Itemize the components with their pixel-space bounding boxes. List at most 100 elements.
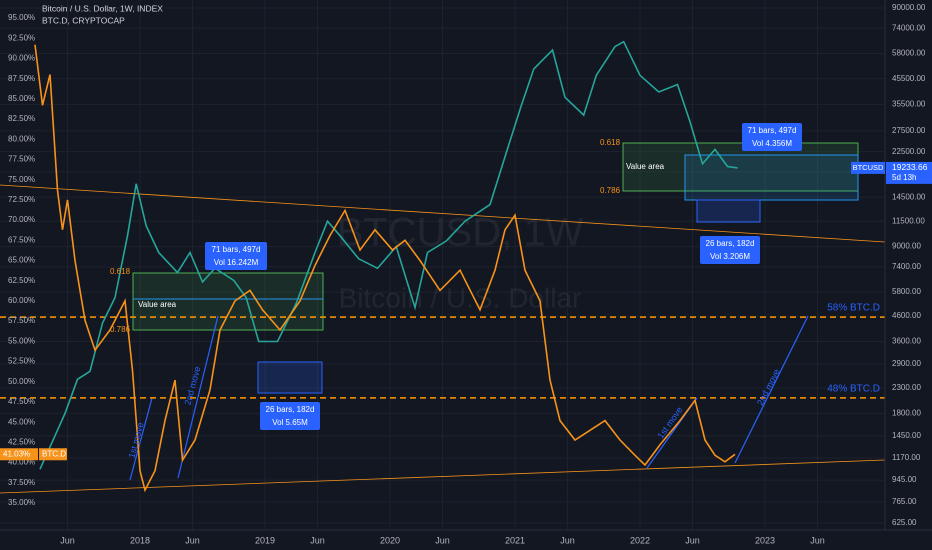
x-tick-label: 2021: [505, 535, 525, 545]
x-tick-label: Jun: [435, 535, 450, 545]
x-tick-label: 2020: [380, 535, 400, 545]
y-tick-label: 37.50%: [8, 478, 35, 487]
info-box: [260, 402, 320, 430]
y-tick-label: 80.00%: [8, 134, 35, 143]
y-tick-label: 52.50%: [8, 357, 35, 366]
grid: [0, 0, 885, 530]
level-label: 58% BTC.D: [827, 303, 880, 314]
series-line: [34, 44, 736, 493]
x-tick-label: Jun: [560, 535, 575, 545]
axes: Jun 2018 Jun 2019 Jun 2020 Jun 2021 Jun 2022 Jun 20…: [0, 3, 932, 545]
x-tick-label: Jun: [60, 535, 75, 545]
y-tick-label: 47.50%: [8, 397, 35, 406]
fib-label: 0.786: [110, 325, 131, 334]
value-tag-label: 41.03%: [3, 449, 30, 458]
annotation: 71 bars, 497d: [212, 245, 261, 254]
y-tick-label: 72.50%: [8, 195, 35, 204]
y-tick-label: 55.00%: [8, 336, 35, 345]
y2-tick-label: 945.00: [892, 475, 917, 484]
annotation: Value area: [138, 300, 177, 309]
symbol-tag-label: BTCUSD: [853, 163, 884, 172]
y-tick-label: 67.50%: [8, 235, 35, 244]
y2-tick-label: 7400.00: [892, 262, 921, 271]
annotation: Vol 16.242M: [214, 258, 259, 267]
price-tag-value: 19233.66: [892, 162, 928, 172]
y-tick-label: 82.50%: [8, 114, 35, 123]
value-area: [132, 272, 324, 331]
y-tick-label: 60.00%: [8, 296, 35, 305]
annotation: 71 bars, 497d: [748, 126, 797, 135]
y-tick-label: 90.00%: [8, 54, 35, 63]
x-tick-label: 2022: [630, 535, 650, 545]
y-tick-label: 42.50%: [8, 437, 35, 446]
y-tick-label: 95.00%: [8, 13, 35, 22]
range-box: [257, 361, 323, 394]
y-tick-label: 92.50%: [8, 33, 35, 42]
y2-tick-label: 625.00: [892, 518, 917, 527]
y2-tick-label: 1450.00: [892, 431, 921, 440]
y2-tick-label: 765.00: [892, 497, 917, 506]
y2-tick-label: 74000.00: [892, 23, 926, 32]
x-tick-label: 2023: [755, 535, 775, 545]
y-tick-label: 87.50%: [8, 74, 35, 83]
x-tick-label: Jun: [185, 535, 200, 545]
y2-tick-label: 1800.00: [892, 408, 921, 417]
trendline: [0, 184, 886, 243]
annotation: 26 bars, 182d: [706, 239, 755, 248]
x-tick-label: Jun: [685, 535, 700, 545]
value-tag: [0, 448, 38, 461]
y-tick-label: 70.00%: [8, 215, 35, 224]
x-tick-label: 2019: [255, 535, 275, 545]
y2-tick-label: 3600.00: [892, 337, 921, 346]
series-line: [39, 40, 738, 470]
price-tag: [886, 161, 932, 184]
symbol-tag: [851, 161, 885, 174]
y2-tick-label: 5800.00: [892, 287, 921, 296]
annotation: Vol 4.356M: [752, 139, 792, 148]
y2-tick-label: 2900.00: [892, 359, 921, 368]
y-tick-label: 65.00%: [8, 256, 35, 265]
annotation: Vol 5.65M: [272, 418, 308, 427]
y2-tick-label: 4600.00: [892, 311, 921, 320]
info-box: [742, 123, 802, 151]
trendline: [0, 459, 886, 494]
y2-tick-label: 9000.00: [892, 242, 921, 251]
header-title: Bitcoin / U.S. Dollar, 1W, INDEX: [42, 3, 163, 13]
symbol-tag-label: BTC.D: [42, 449, 66, 458]
fib-label: 0.786: [600, 186, 621, 195]
y-tick-label: 35.00%: [8, 498, 35, 507]
y-tick-label: 75.00%: [8, 175, 35, 184]
y2-tick-label: 14500.00: [892, 192, 926, 201]
annotation: 26 bars, 182d: [266, 405, 315, 414]
fib-label: 0.618: [600, 138, 621, 147]
countdown: 5d 13h: [892, 173, 916, 182]
fib-label: 0.618: [110, 267, 131, 276]
annotation: Value area: [626, 162, 665, 171]
y2-tick-label: 27500.00: [892, 126, 926, 135]
level-label: 48% BTC.D: [827, 384, 880, 395]
x-tick-label: Jun: [310, 535, 325, 545]
y2-tick-label: 45500.00: [892, 74, 926, 83]
y2-tick-label: 1170.00: [892, 453, 921, 462]
y-tick-label: 50.00%: [8, 377, 35, 386]
y2-tick-label: 11500.00: [892, 216, 925, 225]
info-box: [205, 242, 267, 270]
arrow: [177, 315, 219, 479]
plot: 58% BTC.D 48% BTC.D: [0, 40, 885, 493]
value-area: [622, 142, 859, 192]
y-tick-label: 85.00%: [8, 94, 35, 103]
annotation: Vol 3.206M: [710, 252, 750, 261]
header-subtitle: BTC.D, CRYPTOCAP: [42, 15, 125, 25]
y2-tick-label: 58000.00: [892, 49, 926, 58]
y-tick-label: 62.50%: [8, 276, 35, 285]
arrow: [129, 397, 153, 481]
y-tick-label: 57.50%: [8, 316, 35, 325]
x-tick-label: 2018: [130, 535, 150, 545]
y2-tick-label: 90000.00: [892, 3, 926, 12]
range-box: [684, 154, 859, 201]
y-tick-label: 77.50%: [8, 155, 35, 164]
x-tick-label: Jun: [810, 535, 825, 545]
range-box: [696, 199, 761, 223]
y2-tick-label: 35500.00: [892, 100, 926, 109]
